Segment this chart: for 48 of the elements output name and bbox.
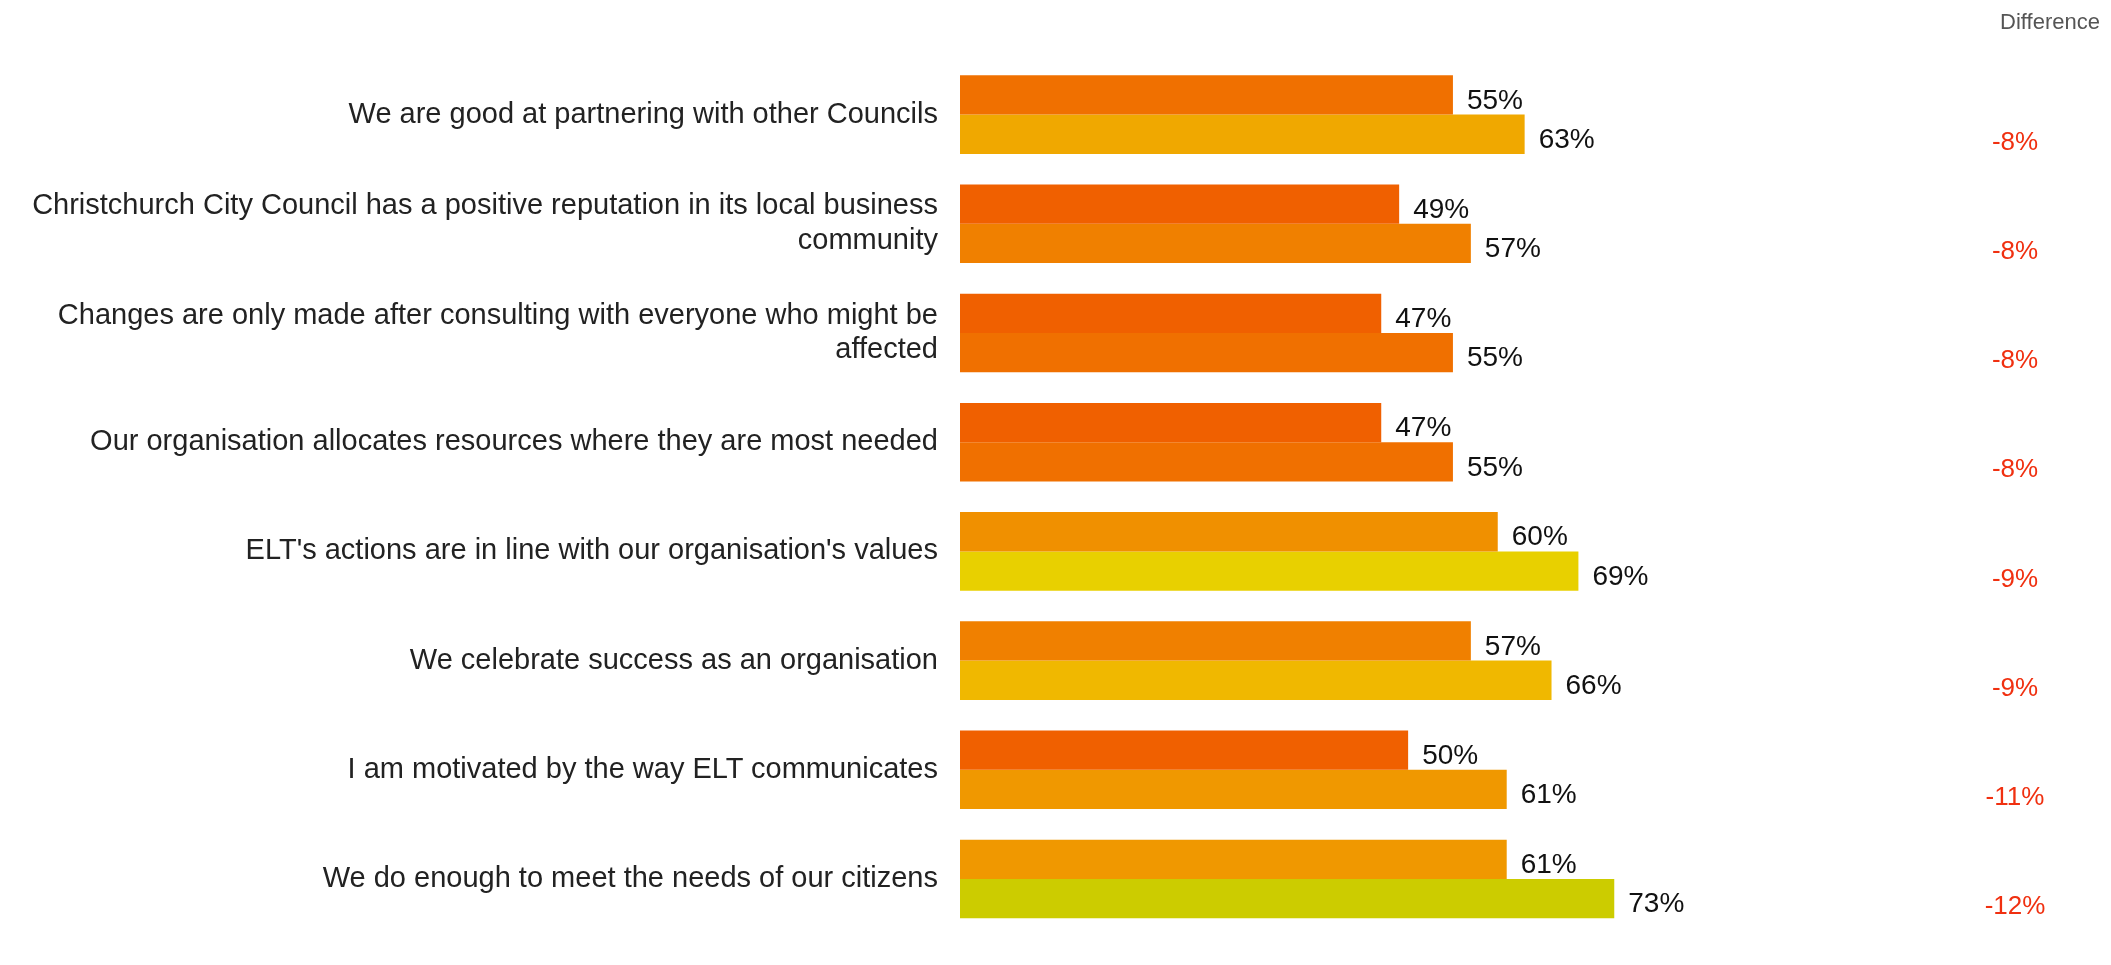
y-tick-label: We celebrate success as an organisation: [409, 642, 938, 675]
y-tick-label: Changes are only made after consulting with everyone who might be affected: [57, 297, 938, 365]
data-label: 55%: [1466, 341, 1523, 373]
y-tick-label: Christchurch City Council has a positive reputation in its local business community: [32, 188, 939, 256]
data-label: 69%: [1592, 559, 1649, 591]
data-label: 50%: [1422, 738, 1479, 770]
text: -8%: [1991, 453, 2039, 484]
text: -12%: [1984, 890, 2046, 921]
bar: [960, 660, 1552, 700]
y-tick-label: Our organisation allocates resources where they are most needed: [90, 424, 938, 457]
text: -8%: [1991, 344, 2039, 375]
data-label: 49%: [1413, 192, 1470, 224]
bar: [960, 769, 1507, 810]
y-tick-label: We are good at partnering with other Councils: [348, 96, 938, 129]
bar: [960, 730, 1409, 770]
y-tick-label: We do enough to meet the needs of our citizens: [322, 861, 938, 893]
data-label: 66%: [1565, 668, 1622, 700]
bar: [960, 184, 1400, 224]
bar: [960, 333, 1453, 373]
data-label: 55%: [1466, 83, 1523, 115]
bar: [960, 839, 1507, 879]
text: -9%: [1991, 671, 2039, 702]
bar: [960, 621, 1471, 661]
bar: [960, 114, 1525, 154]
bar: [960, 223, 1471, 264]
y-tick-label: ELT's actions are in line with our organisation's values: [245, 533, 938, 566]
data-label: 61%: [1520, 848, 1577, 880]
bar: [960, 879, 1615, 919]
data-label: 61%: [1520, 778, 1577, 810]
text: -11%: [1985, 780, 2045, 811]
text: -8%: [1991, 234, 2039, 265]
data-label: 47%: [1395, 302, 1452, 334]
data-label: 57%: [1484, 232, 1541, 264]
bar: [960, 293, 1382, 333]
data-label: 57%: [1484, 629, 1541, 661]
data-label: 60%: [1511, 520, 1568, 552]
bar: [960, 402, 1382, 443]
bar: [960, 512, 1498, 552]
bar: [960, 551, 1579, 591]
data-label: 63%: [1538, 122, 1595, 154]
text: Difference: [2000, 9, 2100, 35]
text: -8%: [1991, 125, 2039, 156]
bar: [960, 442, 1453, 482]
data-label: 55%: [1466, 450, 1523, 482]
data-label: 73%: [1628, 887, 1685, 919]
text: -9%: [1991, 562, 2039, 593]
data-label: 47%: [1395, 411, 1452, 443]
y-tick-label: I am motivated by the way ELT communicates: [347, 751, 938, 784]
